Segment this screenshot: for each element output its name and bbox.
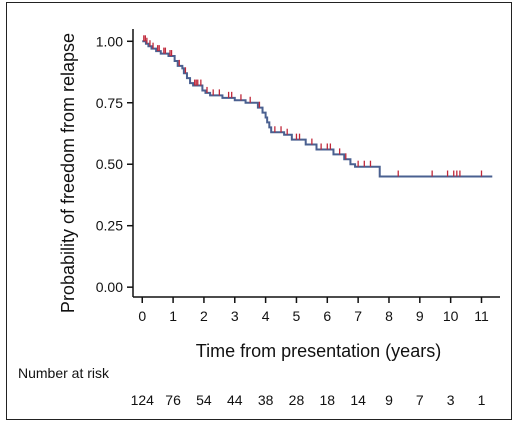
number-at-risk-value: 28 [289, 392, 305, 408]
x-tick-label: 8 [385, 308, 393, 324]
y-tick-label: 1.00 [96, 33, 123, 49]
y-tick-label: 0.75 [96, 95, 123, 111]
number-at-risk-value: 76 [165, 392, 181, 408]
x-ticks: 0 1 2 3 4 5 6 7 8 9 10 11 [138, 297, 489, 324]
x-tick-label: 2 [200, 308, 208, 324]
censor-marks [143, 35, 483, 177]
number-at-risk-value: 38 [258, 392, 274, 408]
number-at-risk-value: 7 [416, 392, 424, 408]
x-tick-label: 7 [354, 308, 362, 324]
number-at-risk-value: 18 [320, 392, 336, 408]
y-tick-label: 0.00 [96, 279, 123, 295]
number-at-risk-value: 1 [478, 392, 486, 408]
x-tick-label: 11 [474, 308, 489, 324]
figure-frame [6, 2, 512, 420]
number-at-risk-row: 124 76 54 44 38 28 18 14 9 7 3 1 [131, 392, 486, 408]
number-at-risk-value: 9 [385, 392, 393, 408]
y-tick-label: 0.25 [96, 218, 123, 234]
x-axis-title: Time from presentation (years) [196, 341, 441, 361]
number-at-risk-value: 44 [227, 392, 243, 408]
number-at-risk-value: 54 [196, 392, 212, 408]
number-at-risk-value: 124 [131, 392, 155, 408]
x-tick-label: 1 [169, 308, 177, 324]
x-tick-label: 4 [262, 308, 270, 324]
x-tick-label: 3 [231, 308, 239, 324]
number-at-risk-value: 14 [350, 392, 366, 408]
y-tick-label: 0.50 [96, 156, 123, 172]
number-at-risk-title: Number at risk [18, 365, 110, 381]
x-tick-label: 10 [443, 308, 459, 324]
y-ticks: 0.00 0.25 0.50 0.75 1.00 [96, 33, 133, 295]
x-tick-label: 5 [293, 308, 301, 324]
x-tick-label: 0 [138, 308, 146, 324]
number-at-risk-value: 3 [447, 392, 455, 408]
y-axis-title: Probability of freedom from relapse [58, 33, 78, 313]
survival-step-line [142, 40, 493, 178]
axes [132, 29, 500, 298]
survival-curve [142, 40, 493, 178]
x-tick-label: 9 [416, 308, 424, 324]
x-tick-label: 6 [323, 308, 331, 324]
